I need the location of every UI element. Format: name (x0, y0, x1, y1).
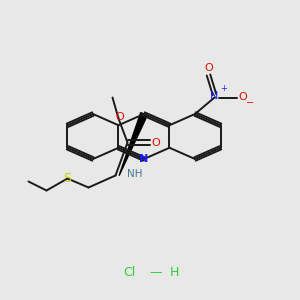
Text: +: + (220, 84, 227, 93)
Text: —: — (150, 266, 162, 280)
Text: O: O (116, 112, 124, 122)
Polygon shape (119, 112, 147, 176)
Text: N: N (210, 91, 219, 101)
Text: O: O (238, 92, 247, 103)
Text: H: H (169, 266, 179, 280)
Text: NH: NH (128, 169, 143, 179)
Text: −: − (245, 98, 254, 108)
Text: N: N (140, 154, 148, 164)
Text: Cl: Cl (123, 266, 135, 280)
Text: S: S (64, 172, 71, 185)
Text: O: O (152, 137, 160, 148)
Text: O: O (204, 63, 213, 74)
